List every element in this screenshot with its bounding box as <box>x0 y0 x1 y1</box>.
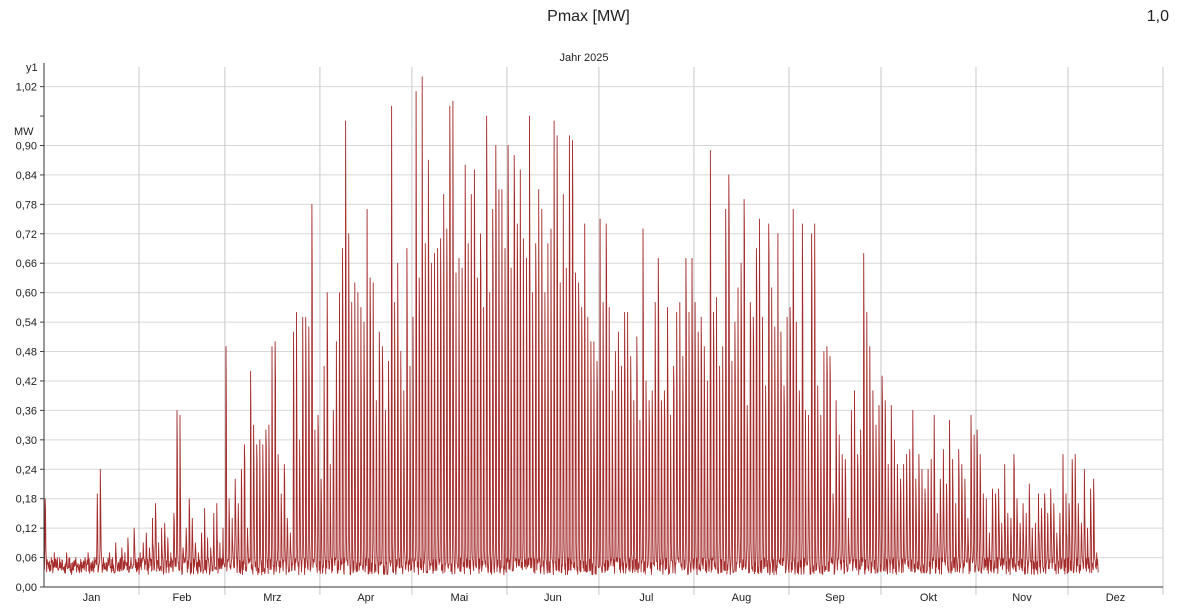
x-month-label: Jan <box>83 592 101 604</box>
y-tick-label: 0,36 <box>16 405 37 417</box>
x-month-label: Dez <box>1106 592 1126 604</box>
y-tick-label: 0,84 <box>16 170 37 182</box>
y-axis-unit: MW <box>14 126 34 138</box>
line-layer <box>43 76 1099 576</box>
y-tick-label: 0,06 <box>16 553 37 565</box>
x-month-label: Feb <box>172 592 191 604</box>
y-tick-label: 0,60 <box>16 288 37 300</box>
x-month-label: Nov <box>1012 592 1032 604</box>
axis-layer: 0,00 0,06 0,12 0,18 0,24 0,30 0,36 0,42 0,48 0,54… <box>16 63 1163 604</box>
x-month-label: Mrz <box>263 592 281 604</box>
chart-header-title: Pmax [MW] <box>547 8 630 25</box>
x-month-label: Sep <box>825 592 845 604</box>
x-month-label: Aug <box>732 592 752 604</box>
y-tick-label: 0,00 <box>16 582 37 594</box>
series-line <box>43 76 1099 576</box>
x-month-label: Okt <box>920 592 937 604</box>
y-tick-label: 0,18 <box>16 494 37 506</box>
x-month-label: Mai <box>451 592 469 604</box>
y-tick-label: 0,48 <box>16 347 37 359</box>
y-tick-label: 0,42 <box>16 376 37 388</box>
x-month-label: Jul <box>639 592 653 604</box>
y-tick-label: 0,90 <box>16 140 37 152</box>
y-tick-label: 0,24 <box>16 464 37 476</box>
y-tick-label: 0,54 <box>16 317 37 329</box>
x-month-label: Apr <box>357 592 374 604</box>
y-tick-label: 0,12 <box>16 523 37 535</box>
y-tick-label: 0,72 <box>16 229 37 241</box>
y-tick-label: 0,66 <box>16 258 37 270</box>
y-axis-name: y1 <box>26 62 38 74</box>
y-tick-label: 0,30 <box>16 435 37 447</box>
chart-header-value: 1,0 <box>1146 8 1169 25</box>
y-tick-label: 0,78 <box>16 199 37 211</box>
chart-title: Jahr 2025 <box>560 52 609 64</box>
y-tick-label: 1,02 <box>16 82 37 94</box>
x-month-label: Jun <box>544 592 562 604</box>
